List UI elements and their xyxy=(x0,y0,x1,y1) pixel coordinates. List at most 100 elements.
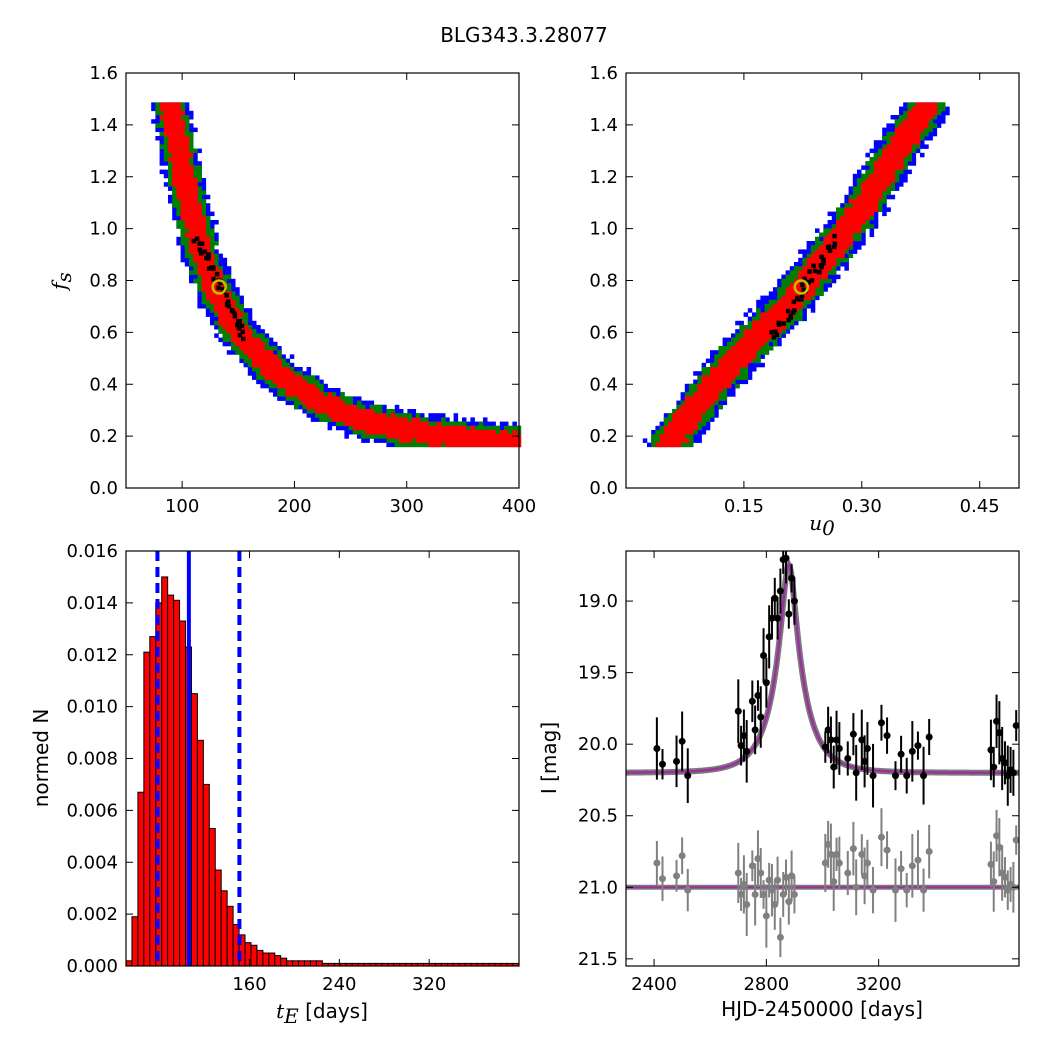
density-cell xyxy=(508,442,513,448)
density-cell xyxy=(277,379,282,385)
density-cell xyxy=(483,438,488,443)
density-cell xyxy=(432,417,438,422)
density-cell xyxy=(764,295,770,301)
density-cell xyxy=(210,211,215,217)
density-cell xyxy=(239,346,244,351)
density-cell xyxy=(756,354,761,359)
density-cell xyxy=(878,165,883,170)
density-cell xyxy=(172,161,177,166)
density-cell xyxy=(827,257,833,263)
density-cell xyxy=(899,173,904,179)
density-cell xyxy=(836,232,841,238)
density-cell xyxy=(163,140,169,145)
density-cell xyxy=(214,312,219,317)
density-cell xyxy=(823,241,828,246)
density-cell xyxy=(172,194,177,200)
density-cell xyxy=(386,434,391,439)
density-cell xyxy=(844,215,849,221)
density-cell xyxy=(865,224,870,229)
density-cell xyxy=(878,178,883,183)
density-cell xyxy=(899,123,904,128)
density-cell xyxy=(189,194,194,200)
density-cell xyxy=(180,144,186,149)
density-cell xyxy=(806,287,812,292)
density-cell xyxy=(184,152,190,158)
density-cell xyxy=(214,295,219,301)
density-cell xyxy=(882,173,887,179)
density-cell xyxy=(693,371,698,376)
density-cell xyxy=(273,388,278,393)
density-cell xyxy=(205,270,211,275)
density-cell xyxy=(373,425,379,431)
density-cell xyxy=(302,396,307,401)
density-cell xyxy=(168,102,173,107)
density-cell xyxy=(197,283,202,288)
density-cell xyxy=(184,236,190,242)
density-cell xyxy=(903,173,908,179)
density-cell xyxy=(197,186,202,191)
density-cell xyxy=(201,220,207,225)
density-cell xyxy=(735,375,740,380)
density-cell xyxy=(331,388,337,393)
density-cell xyxy=(277,388,282,393)
density-cell xyxy=(915,131,921,137)
density-cell xyxy=(680,442,686,448)
density-cell xyxy=(180,106,186,112)
density-cell xyxy=(844,262,849,267)
density-cell xyxy=(415,442,421,448)
density-cell xyxy=(277,375,282,380)
density-cell xyxy=(198,251,204,256)
density-cell xyxy=(193,186,198,191)
density-cell xyxy=(260,371,265,376)
density-cell xyxy=(873,182,879,187)
density-cell xyxy=(508,425,513,431)
density-cell xyxy=(407,430,412,435)
density-cell xyxy=(163,106,169,112)
density-cell xyxy=(348,400,354,406)
density-cell xyxy=(189,115,194,120)
density-cell xyxy=(924,106,929,112)
density-cell xyxy=(907,127,912,133)
density-cell xyxy=(285,371,291,376)
density-cell xyxy=(504,442,509,448)
density-cell xyxy=(201,274,207,280)
density-cell xyxy=(336,413,341,418)
density-cell xyxy=(920,119,925,124)
density-cell xyxy=(848,215,854,221)
density-cell xyxy=(747,320,753,326)
density-cell xyxy=(869,228,875,233)
density-cell xyxy=(449,434,454,439)
density-cell xyxy=(180,199,186,204)
density-cell xyxy=(865,169,870,175)
density-cell xyxy=(210,245,215,250)
density-cell xyxy=(222,304,228,309)
density-cell xyxy=(357,404,362,410)
density-cell xyxy=(216,285,221,291)
density-cell xyxy=(445,430,450,435)
density-cell xyxy=(823,283,828,288)
density-cell xyxy=(172,123,177,128)
density-cell xyxy=(189,148,194,154)
density-cell xyxy=(899,144,904,149)
density-cell xyxy=(899,136,904,141)
density-cell xyxy=(365,404,370,410)
density-cell xyxy=(718,404,723,410)
density-cell xyxy=(684,434,690,439)
density-cell xyxy=(899,182,904,187)
density-cell xyxy=(928,106,933,112)
density-cell xyxy=(428,442,433,448)
density-cell xyxy=(243,312,249,317)
density-cell xyxy=(810,283,816,288)
density-cell xyxy=(319,392,324,397)
density-cell xyxy=(235,304,240,309)
density-cell xyxy=(924,127,929,133)
density-cell xyxy=(202,249,207,254)
density-cell xyxy=(747,362,753,368)
density-cell xyxy=(848,186,854,191)
density-cell xyxy=(210,232,215,238)
density-cell xyxy=(722,350,728,355)
density-cell xyxy=(764,312,770,317)
density-cell xyxy=(932,102,938,107)
density-cell xyxy=(710,362,715,368)
density-cell xyxy=(495,430,501,435)
